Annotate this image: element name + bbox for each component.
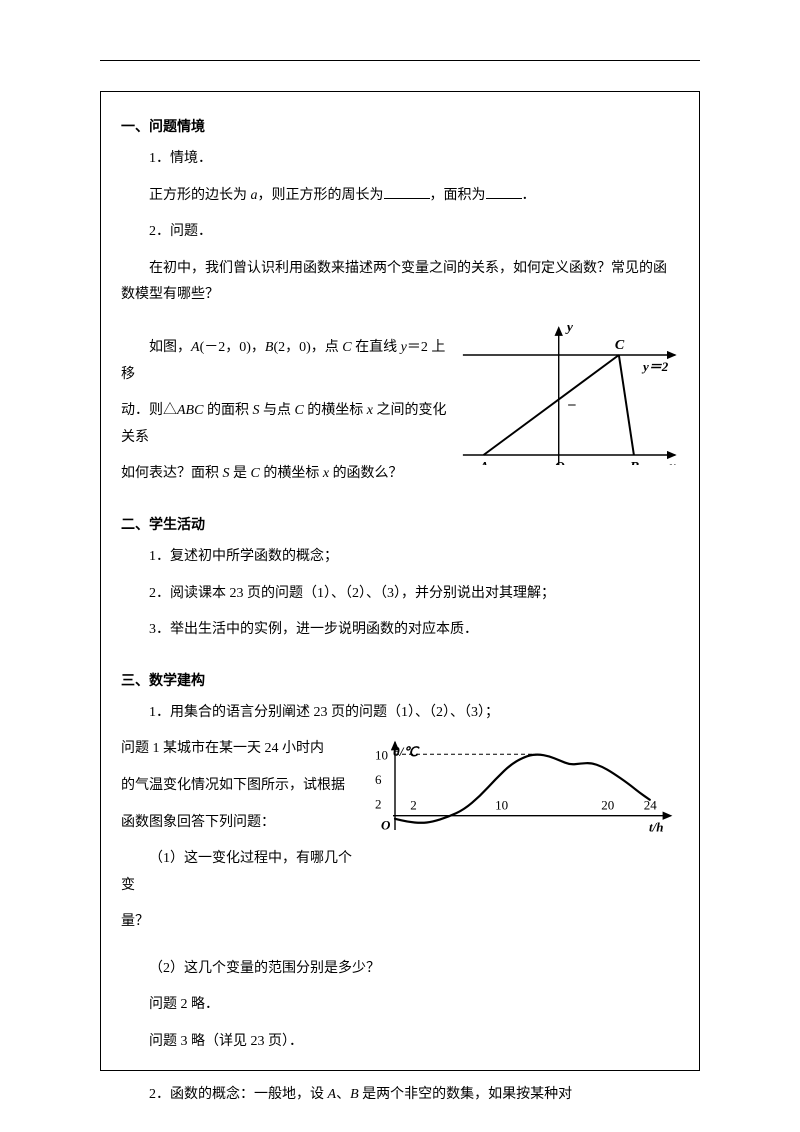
sec3-item1: 1．用集合的语言分别阐述 23 页的问题（1）、（2）、（3）； (121, 700, 679, 727)
S: S (223, 466, 230, 481)
svg-text:y: y (565, 325, 574, 335)
triangle-svg: y x A O B Cy＝2 (461, 325, 679, 465)
t: 的横坐标 (304, 403, 367, 418)
C: C (294, 403, 303, 418)
page: 一、问题情境 1．情境． 正方形的边长为 a，则正方形的周长为 ，面积为 ． 2．问… (100, 60, 700, 1080)
section3-heading: 三、数学建构 (121, 670, 679, 690)
t: 、 (336, 1087, 350, 1102)
svg-text:2: 2 (375, 797, 382, 812)
sec1-p3c: 如何表达？面积 S 是 C 的横坐标 x 的函数么？ (121, 461, 679, 488)
t: 是 (230, 466, 251, 481)
A: A (191, 340, 200, 355)
svg-text:10: 10 (375, 748, 388, 763)
sec2-item1: 1．复述初中所学函数的概念； (121, 544, 679, 571)
t: 与点 (259, 403, 294, 418)
temp-svg: 26102102024θ/℃t/hO (359, 736, 679, 846)
spacer (121, 1066, 679, 1072)
A: A (328, 1087, 337, 1102)
spacer (121, 498, 679, 504)
t: 动．则△ (121, 403, 177, 418)
t: ，面积为 (430, 188, 486, 203)
svg-text:C: C (615, 338, 625, 353)
var-a: a (251, 188, 258, 203)
svg-text:20: 20 (601, 798, 614, 813)
t: 如图， (149, 340, 191, 355)
svg-text:θ/℃: θ/℃ (393, 744, 420, 759)
t: 是两个非空的数集，如果按某种对 (359, 1087, 573, 1102)
sec1-item2-text: 在初中，我们曾认识利用函数来描述两个变量之间的关系，如何定义函数？常见的函数模型… (121, 256, 679, 309)
section2-heading: 二、学生活动 (121, 514, 679, 534)
t: ． (522, 188, 536, 203)
sec1-item2-label: 2．问题． (121, 219, 679, 246)
sec1-item1-text: 正方形的边长为 a，则正方形的周长为 ，面积为 ． (121, 183, 679, 210)
diagram-temperature: 26102102024θ/℃t/hO (359, 736, 679, 846)
content-frame: 一、问题情境 1．情境． 正方形的边长为 a，则正方形的周长为 ，面积为 ． 2．问… (100, 91, 700, 1071)
t: 正方形的边长为 (149, 188, 251, 203)
svg-text:2: 2 (410, 798, 417, 813)
svg-text:t/h: t/h (649, 820, 663, 835)
section1-heading: 一、问题情境 (121, 116, 679, 136)
sec3-q1-2: （2）这几个变量的范围分别是多少？ (121, 956, 679, 983)
t: 在直线 (352, 340, 401, 355)
svg-text:O: O (555, 460, 565, 465)
svg-text:6: 6 (375, 772, 382, 787)
svg-text:y＝2: y＝2 (641, 359, 669, 374)
sec3-q1-1b: 量？ (121, 909, 679, 936)
blank-area (486, 185, 522, 198)
sec2-item3: 3．举出生活中的实例，进一步说明函数的对应本质． (121, 617, 679, 644)
sec1-item1-label: 1．情境． (121, 146, 679, 173)
t: 的面积 (203, 403, 252, 418)
svg-text:x: x (668, 460, 676, 465)
sec3-q2: 问题 2 略． (121, 992, 679, 1019)
t: 的函数么？ (329, 466, 403, 481)
ABC: ABC (177, 403, 203, 418)
t: 2．函数的概念：一般地，设 (149, 1087, 328, 1102)
sec3-item2: 2．函数的概念：一般地，设 A、B 是两个非空的数集，如果按某种对 (121, 1082, 679, 1109)
t: 的横坐标 (260, 466, 323, 481)
t: (－2，0)， (200, 340, 265, 355)
spacer (121, 654, 679, 660)
svg-text:O: O (381, 818, 391, 833)
svg-text:10: 10 (495, 798, 508, 813)
B: B (350, 1087, 359, 1102)
diagram-triangle: y x A O B Cy＝2 (461, 325, 679, 465)
top-rule (100, 60, 700, 61)
t: (2，0)，点 (273, 340, 342, 355)
svg-text:B: B (629, 460, 639, 465)
C: C (342, 340, 351, 355)
t: 如何表达？面积 (121, 466, 223, 481)
C: C (251, 466, 260, 481)
sec3-q3: 问题 3 略（详见 23 页）． (121, 1029, 679, 1056)
sec3-q1-1: （1）这一变化过程中，有哪几个变 (121, 846, 679, 899)
t: ，则正方形的周长为 (258, 188, 384, 203)
sec2-item2: 2．阅读课本 23 页的问题（1）、（2）、（3），并分别说出对其理解； (121, 581, 679, 608)
blank-perimeter (384, 185, 430, 198)
svg-text:A: A (479, 460, 489, 465)
